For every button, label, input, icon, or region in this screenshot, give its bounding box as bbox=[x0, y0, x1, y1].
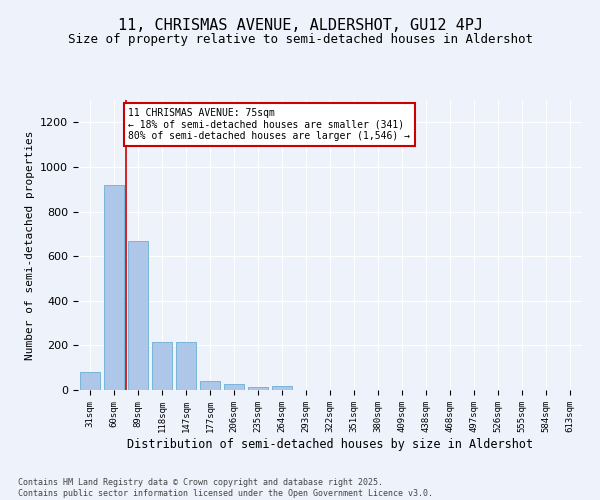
Bar bbox=[224, 384, 244, 390]
Bar bbox=[80, 372, 100, 390]
Bar bbox=[176, 342, 196, 390]
Bar bbox=[272, 386, 292, 390]
Text: Size of property relative to semi-detached houses in Aldershot: Size of property relative to semi-detach… bbox=[67, 32, 533, 46]
Text: Contains HM Land Registry data © Crown copyright and database right 2025.
Contai: Contains HM Land Registry data © Crown c… bbox=[18, 478, 433, 498]
Bar bbox=[200, 381, 220, 390]
Text: 11 CHRISMAS AVENUE: 75sqm
← 18% of semi-detached houses are smaller (341)
80% of: 11 CHRISMAS AVENUE: 75sqm ← 18% of semi-… bbox=[128, 108, 410, 141]
Bar bbox=[128, 240, 148, 390]
Text: 11, CHRISMAS AVENUE, ALDERSHOT, GU12 4PJ: 11, CHRISMAS AVENUE, ALDERSHOT, GU12 4PJ bbox=[118, 18, 482, 32]
X-axis label: Distribution of semi-detached houses by size in Aldershot: Distribution of semi-detached houses by … bbox=[127, 438, 533, 450]
Bar bbox=[248, 386, 268, 390]
Bar bbox=[152, 342, 172, 390]
Y-axis label: Number of semi-detached properties: Number of semi-detached properties bbox=[25, 130, 35, 360]
Bar bbox=[104, 185, 124, 390]
